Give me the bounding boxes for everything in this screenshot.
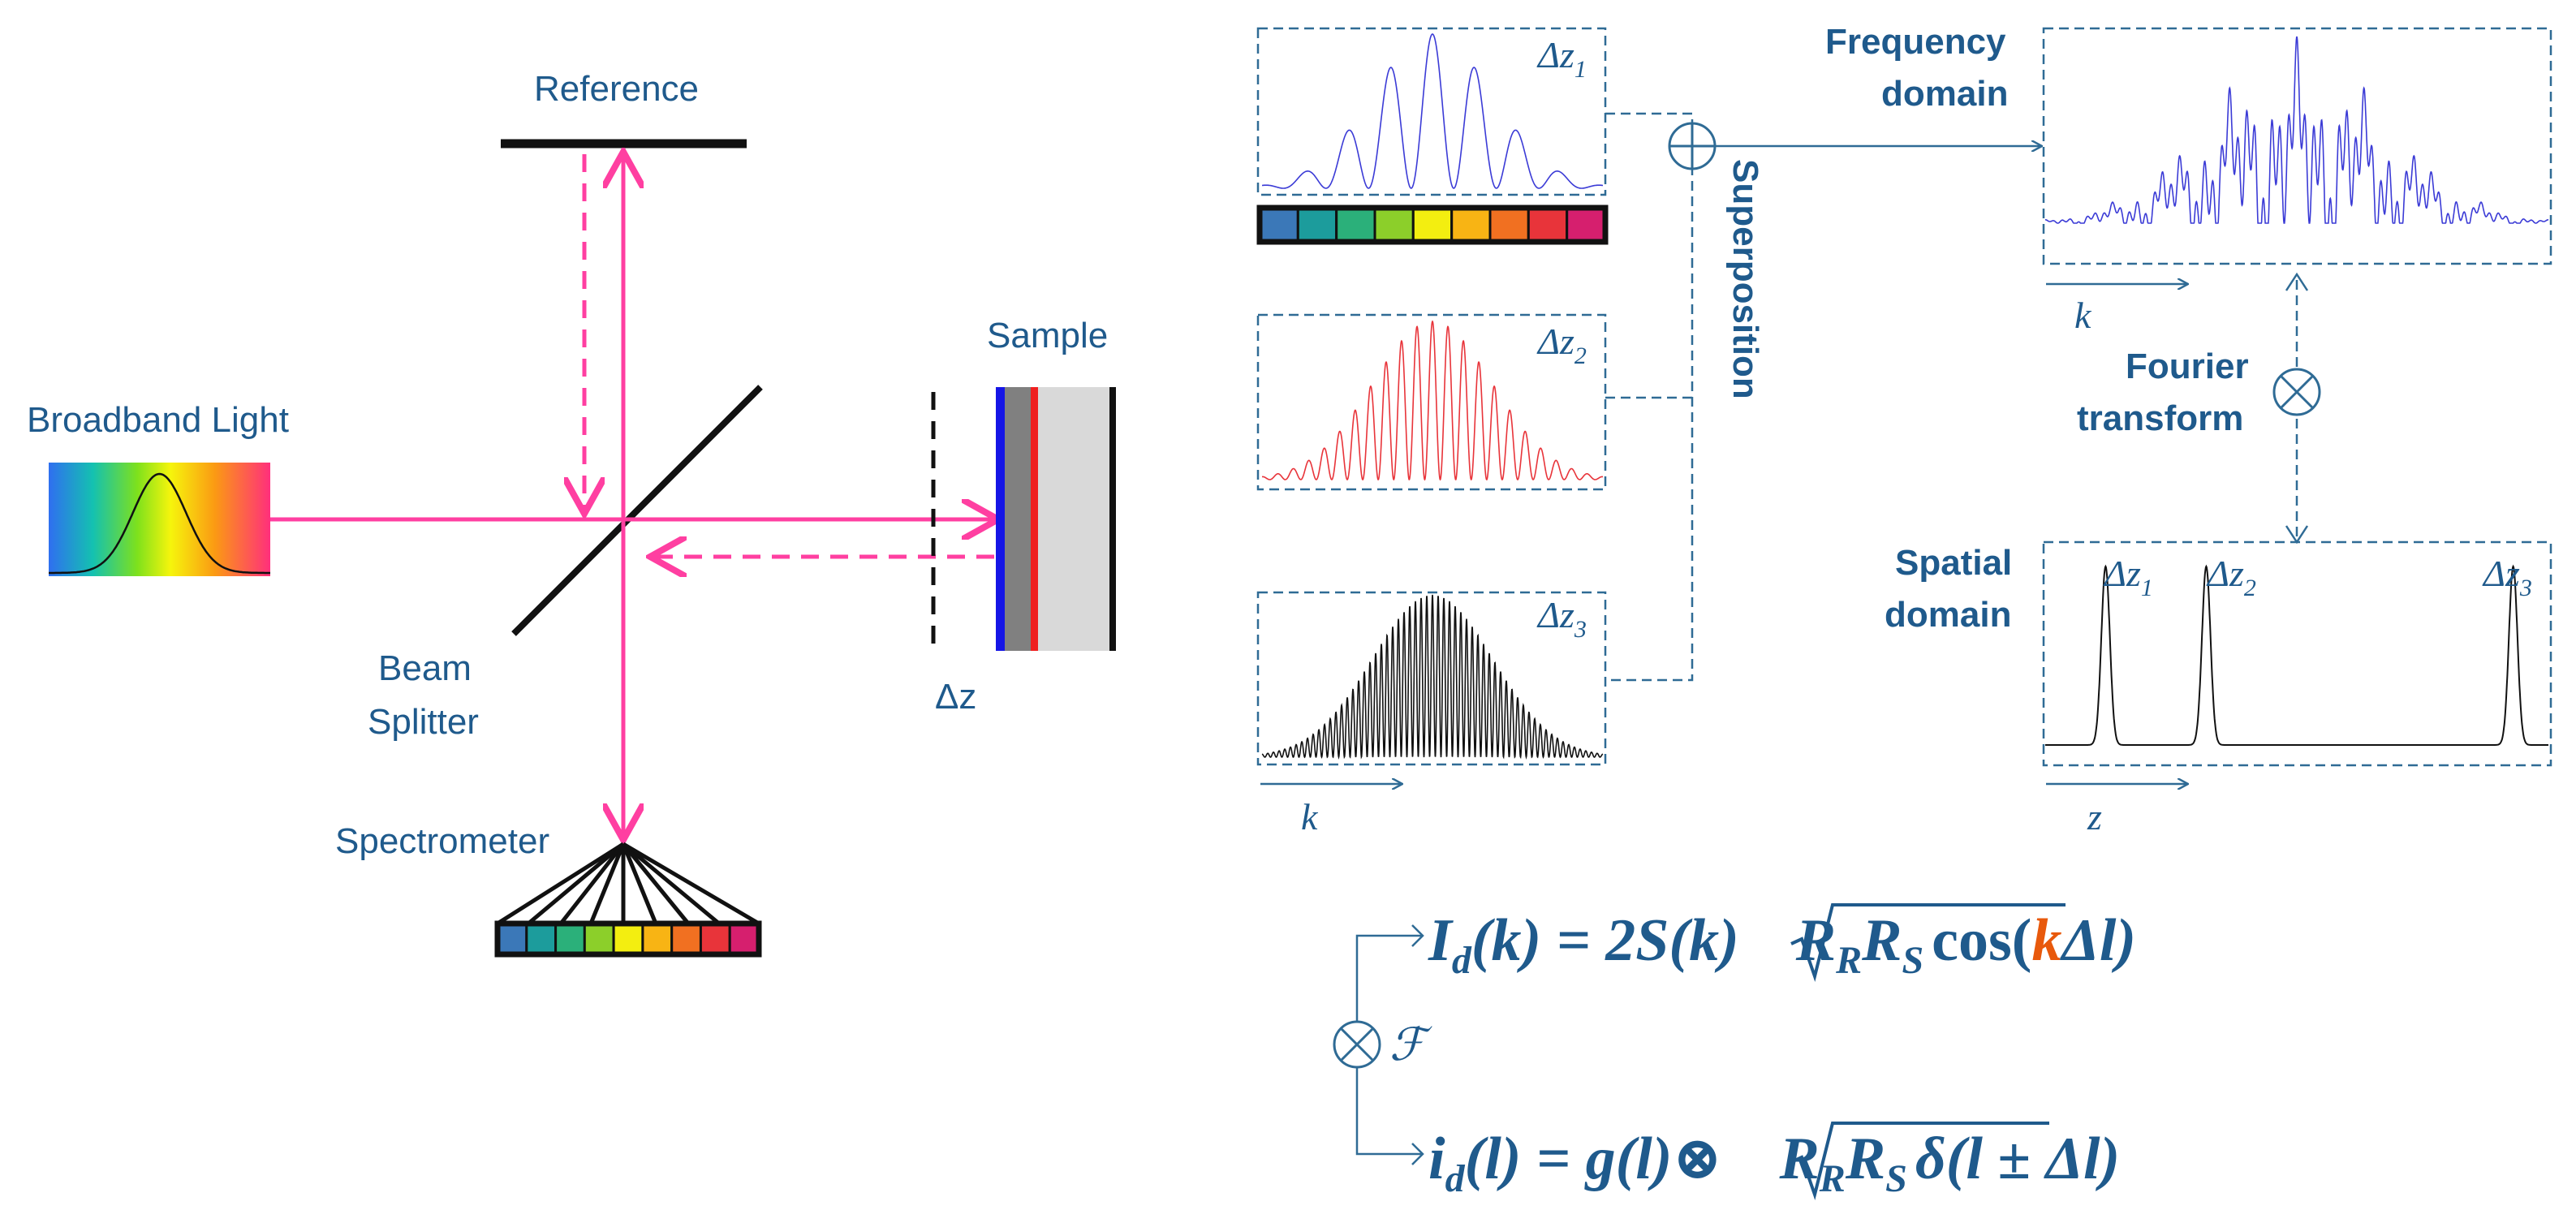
sqrt-sign-1: [1790, 903, 2066, 982]
delta-z-label: Δz: [935, 677, 976, 717]
frequency-domain-label-1: Frequency: [1825, 22, 2006, 62]
spectrometer-detector-cell-3: [554, 922, 586, 956]
spectrometer-ray-2: [527, 842, 625, 925]
k-axis-label-left: k: [1301, 796, 1319, 838]
reference-label: Reference: [534, 69, 699, 109]
dz3-label: Δz3: [1536, 594, 1587, 643]
broadband-light-source: [49, 463, 270, 576]
frequency-domain-label-2: domain: [1881, 74, 2008, 114]
spectrum-bar-dz1-frame: [1256, 205, 1609, 245]
spatial-domain-signal: [2045, 564, 2548, 746]
spectrum-bar-dz1-cell-2: [1296, 206, 1338, 243]
fourier-label-1: Fourier: [2126, 347, 2249, 386]
spectrometer-ray-8: [622, 842, 721, 925]
spatial-dz2-label: Δz2: [2206, 553, 2256, 601]
superposition-connector-1: [1605, 112, 1694, 682]
spectrum-bar-dz1-cell-7: [1488, 206, 1530, 243]
dz2-label: Δz2: [1536, 321, 1587, 369]
spectrum-bar-dz1-cell-3: [1335, 206, 1376, 243]
spectrum-bar-dz1-cell-4: [1373, 206, 1415, 243]
spatial-dz1-label: Δz1: [2103, 553, 2153, 601]
beam-splitter-label-2: Splitter: [368, 702, 479, 742]
spectrometer-detector-cell-4: [583, 922, 615, 956]
spatial-dz3-label: Δz3: [2482, 553, 2532, 601]
fourier-operator: ℱ: [1389, 1020, 1432, 1070]
spectrometer-detector-cell-1: [496, 922, 528, 956]
spectrometer-detector-cell-6: [641, 922, 674, 956]
spectrometer-label: Spectrometer: [335, 821, 549, 861]
spectrometer-ray-1: [496, 842, 625, 926]
spectrometer-detector: [494, 920, 762, 958]
spectrometer-detector-cell-5: [612, 922, 644, 956]
frequency-domain-signal: [2045, 36, 2548, 224]
k-axis-label-right: k: [2074, 295, 2092, 336]
dz1-label: Δz1: [1536, 34, 1587, 83]
fourier-arrowhead-up: [2285, 272, 2309, 291]
interferogram-dz2: [1262, 320, 1603, 481]
interferogram-box-dz2: [1256, 313, 1607, 491]
spectrometer-ray-4: [588, 843, 626, 924]
interferogram-box-dz1: [1256, 27, 1607, 196]
spectrum-bar-dz1: [1256, 205, 1609, 245]
spectrum-bar-dz1-cell-5: [1411, 206, 1454, 243]
spectrometer-detector-cell-8: [699, 922, 731, 956]
superposition-label: Superposition: [1725, 159, 1765, 399]
frequency-domain-box: [2042, 27, 2552, 265]
equation-2: id(l) = g(l)⊗ RRRS δ(l ± Δl): [1428, 1122, 2120, 1200]
interferogram-box-dz3: [1256, 591, 1607, 766]
spectrometer-ray-6: [621, 843, 658, 924]
convolution-symbol-right: [2272, 368, 2321, 416]
spatial-domain-label-1: Spatial: [1895, 543, 2012, 583]
spatial-domain-label-2: domain: [1885, 595, 2011, 635]
broadband-light-label: Broadband Light: [27, 400, 289, 440]
beam-splitter-label-1: Beam: [378, 648, 472, 688]
spectrometer-detector-cell-2: [525, 922, 558, 956]
spectrometer-ray-9: [622, 842, 760, 926]
spectrum-bar-dz1-cell-8: [1527, 206, 1569, 243]
spectrum-bar-dz1-cell-6: [1450, 206, 1492, 243]
spectrometer-detector-cell-7: [670, 922, 703, 956]
equation-1: Id(k) = 2S(k) RRRS cos(kΔl): [1428, 903, 2136, 982]
spectrum-bar-dz1-cell-1: [1258, 206, 1299, 243]
spectrometer-ray-7: [622, 842, 690, 925]
sample-label: Sample: [987, 316, 1108, 355]
spectrometer-detector-frame: [494, 920, 762, 958]
spectrum-bar-dz1-cell-9: [1566, 206, 1607, 243]
spatial-domain-box: [2042, 540, 2552, 767]
interferogram-dz3: [1261, 594, 1604, 760]
fourier-label-2: transform: [2077, 398, 2243, 438]
spectrometer: [496, 842, 760, 926]
z-axis-label: z: [2087, 796, 2102, 838]
spectrometer-detector-cell-9: [728, 922, 760, 956]
convolution-symbol-equation: [1333, 1020, 1381, 1069]
sqrt-sign-2: [1790, 1122, 2049, 1200]
interferogram-dz1: [1262, 33, 1603, 189]
spectrometer-ray-3: [559, 842, 625, 925]
sample: [996, 387, 1116, 651]
beam-splitter: [511, 385, 763, 636]
